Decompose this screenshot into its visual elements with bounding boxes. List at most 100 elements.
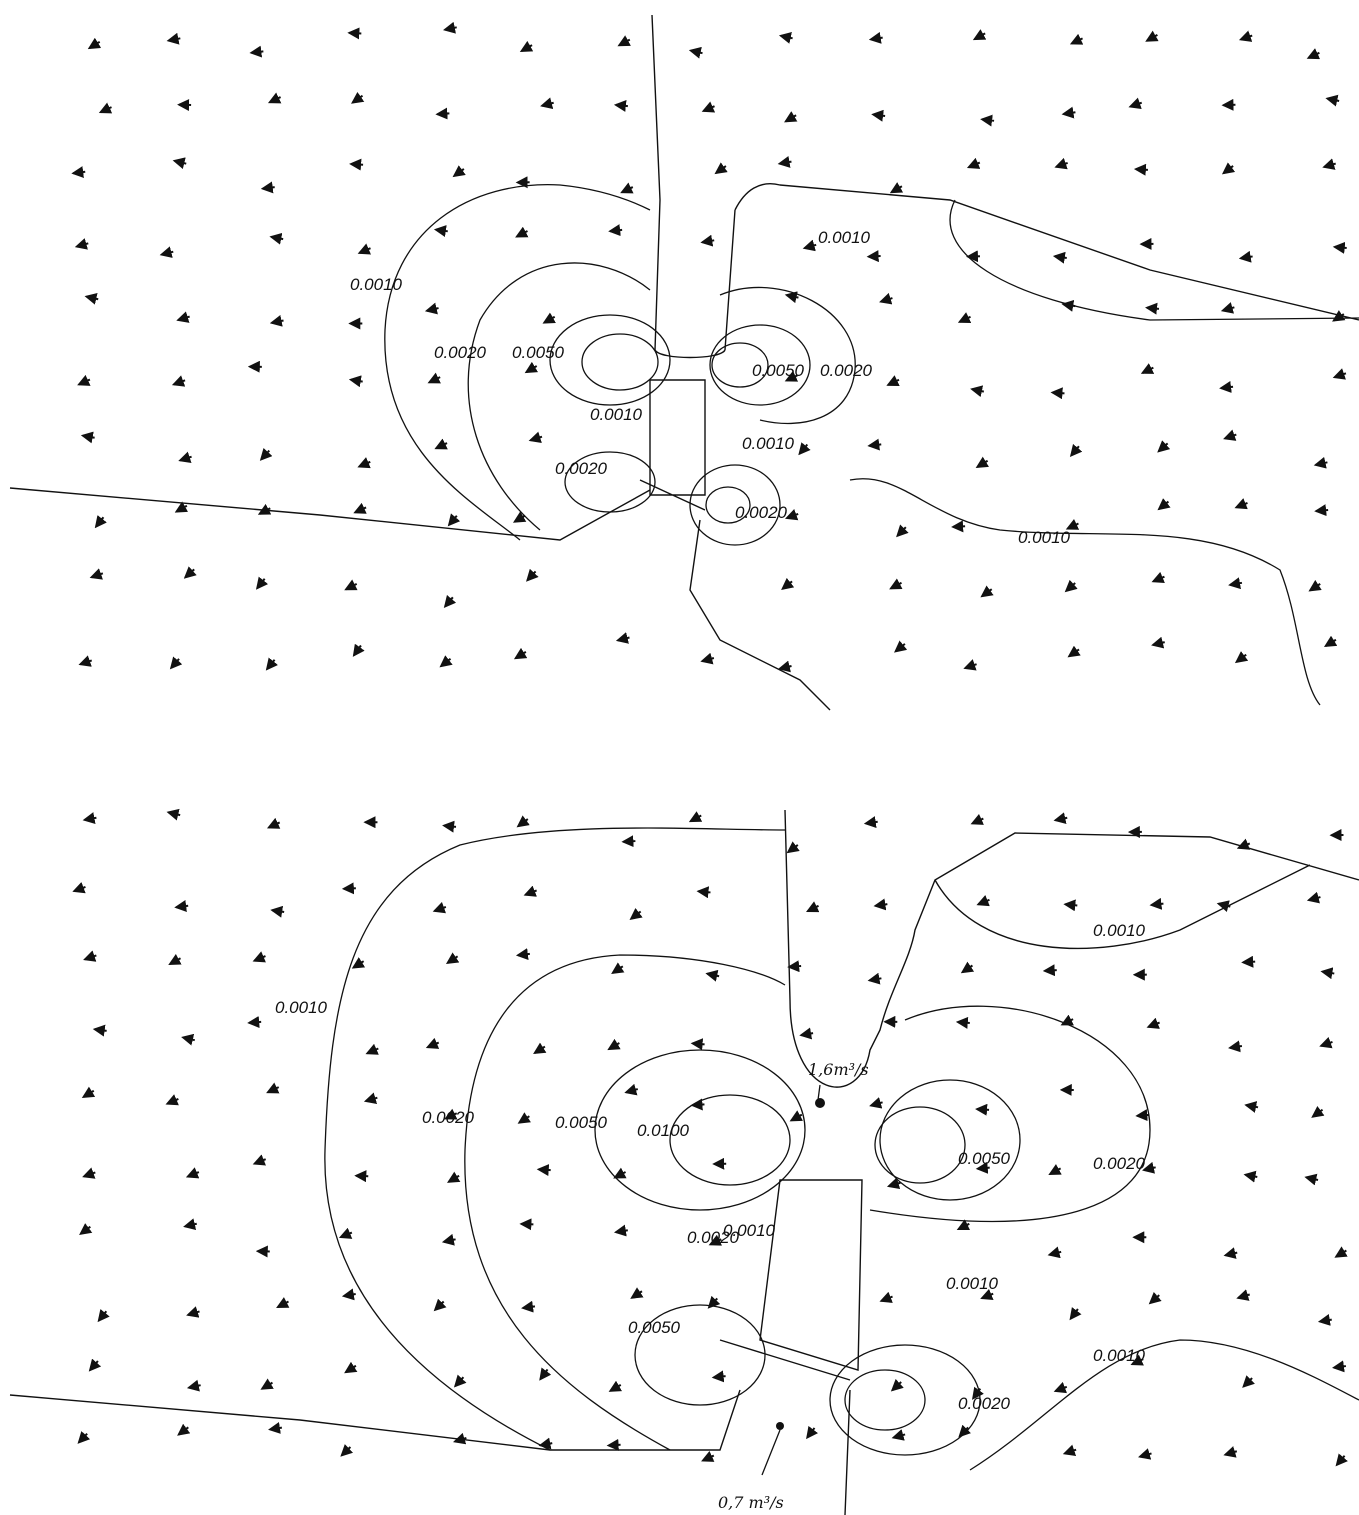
velocity-arrow [257,503,272,515]
velocity-arrow [980,1288,994,1300]
velocity-arrow [542,312,556,324]
velocity-arrow [185,1167,200,1179]
contour [581,333,659,391]
velocity-arrow [806,901,820,913]
velocity-arrow [72,881,86,894]
velocity-arrow [538,1437,553,1450]
contour-label: 0.0020 [820,361,873,380]
velocity-arrow [624,1083,639,1096]
velocity-arrow [1061,299,1076,312]
velocity-arrow [714,162,728,175]
velocity-arrow [338,1227,353,1239]
velocity-arrow [956,1219,971,1231]
velocity-arrow [1140,363,1155,374]
velocity-arrow [700,234,715,247]
velocity-arrow [707,1295,721,1309]
velocity-arrow [890,1378,904,1392]
velocity-arrow [1063,899,1078,912]
velocity-arrow [1052,251,1067,264]
velocity-arrow [863,816,878,829]
velocity-arrow [1236,1289,1251,1301]
velocity-arrow [1065,518,1080,530]
velocity-arrow [621,835,636,848]
velocity-arrow [174,900,189,912]
velocity-arrow [523,885,538,897]
velocity-arrow [433,1298,447,1312]
velocity-arrow [1242,1375,1255,1388]
velocity-arrow [1332,368,1347,380]
velocity-arrow [357,243,372,255]
bottom-panel [9,809,1359,1515]
velocity-arrow [1241,955,1256,968]
velocity-arrow [172,157,187,170]
velocity-arrow [1320,967,1335,980]
velocity-arrow [889,182,904,194]
velocity-arrow [89,568,104,580]
velocity-arrow [690,1098,705,1111]
velocity-arrow [1334,1246,1348,1258]
velocity-arrow [708,1234,723,1246]
velocity-arrow [1216,900,1231,912]
velocity-arrow [447,513,461,527]
velocity-arrow [98,102,113,114]
flow-annotation: 0,7 m³/s [718,1493,784,1512]
velocity-arrow [778,32,793,44]
velocity-arrow [1048,1164,1062,1175]
contour-label: 0.0010 [818,228,871,247]
velocity-arrow [1053,812,1068,825]
velocity-arrow [690,1038,705,1051]
velocity-arrow [1062,1444,1077,1456]
velocity-arrow [1042,964,1057,977]
velocity-arrow [94,515,107,529]
contour [384,184,1359,706]
velocity-arrow [165,1094,179,1106]
velocity-arrow [700,652,715,665]
velocity-arrow [340,1444,354,1457]
velocity-arrow [975,1161,990,1174]
velocity-arrow [260,1378,274,1390]
velocity-arrow [1130,1354,1144,1366]
velocity-arrow [269,232,284,245]
velocity-arrow [711,1370,726,1383]
velocity-arrow [1228,577,1243,590]
velocity-arrow [77,1430,91,1444]
velocity-arrow [1220,302,1235,314]
velocity-arrow [186,1379,201,1392]
velocity-arrow [891,1429,906,1441]
velocity-arrow [873,898,888,911]
velocity-arrow [1133,163,1148,176]
velocity-arrow [629,907,643,920]
velocity-arrow [705,969,720,982]
velocity-arrow [620,182,634,194]
velocity-arrow [1069,1307,1082,1321]
contour-label: 0.0010 [590,405,643,424]
velocity-arrow [1323,635,1338,648]
velocity-arrow [980,585,994,598]
contour [879,1079,1021,1201]
velocity-arrow [787,960,802,973]
velocity-arrow [357,457,371,469]
contour-label: 0.0100 [637,1121,690,1140]
velocity-arrow [533,1042,547,1055]
velocity-arrow [1335,1453,1348,1467]
velocity-arrow [84,292,99,305]
velocity-arrow [1332,310,1346,322]
velocity-arrow [889,578,903,590]
contour [829,1344,981,1456]
velocity-arrow [963,659,977,671]
velocity-arrow [980,114,995,127]
velocity-arrow [260,181,275,194]
velocity-arrow [349,158,364,171]
contour [464,954,1359,1471]
velocity-arrow [351,91,365,104]
velocity-arrow [344,1361,358,1374]
velocity-arrow [1314,504,1329,517]
velocity-arrow [613,99,628,112]
velocity-field [71,21,1348,1467]
velocity-arrow [1322,158,1337,170]
velocity-arrow [74,238,89,250]
velocity-arrow [526,568,539,582]
velocity-arrow [1145,302,1160,315]
contour [669,1094,791,1186]
velocity-arrow [1223,1446,1238,1458]
